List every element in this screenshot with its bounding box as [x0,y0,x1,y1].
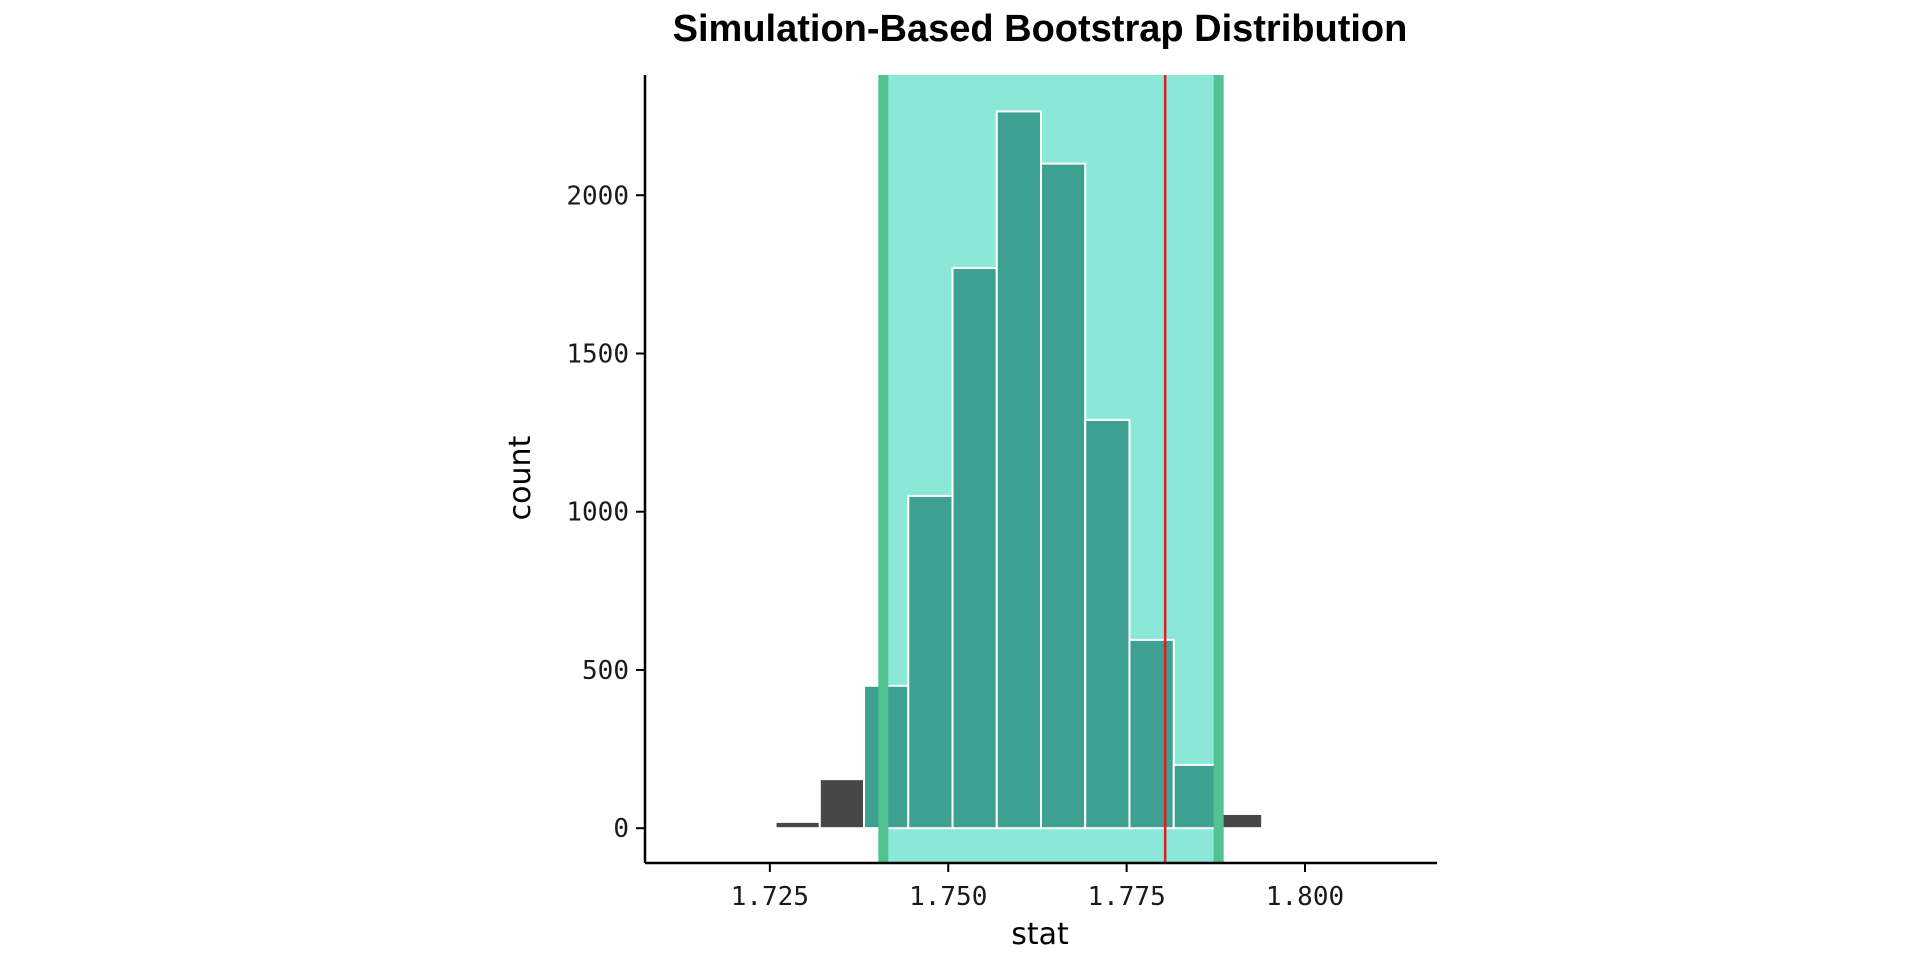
y-axis-title: count [503,435,538,520]
reference-lines [878,75,1224,863]
histogram-bar [995,110,1042,830]
histogram-bar [1128,638,1175,830]
histogram-bar [1172,763,1219,830]
y-tick-label: 1500 [566,339,629,369]
histogram-bar [951,267,998,830]
histogram-bar [1261,825,1308,830]
x-tick-label: 1.800 [1266,882,1344,912]
axes: 0 500 1000 1500 2000 1.725 1.750 1.775 1.800 [566,75,1437,912]
chart-title: Simulation-Based Bootstrap Distribution [672,8,1408,50]
x-tick-label: 1.775 [1087,882,1165,912]
x-tick-label: 1.725 [731,882,809,912]
y-tick-label: 500 [582,656,629,686]
x-tick-label: 1.750 [909,882,987,912]
x-axis-title: stat [1011,917,1069,952]
histogram-bar [1216,812,1264,830]
histogram-bar [818,778,866,830]
histogram-bar [907,494,954,830]
histogram-bar [1084,418,1131,830]
histogram-bar [1040,162,1087,830]
histogram-bars [774,110,1308,830]
y-tick-label: 2000 [566,181,629,211]
histogram-bar [774,820,821,830]
y-tick-label: 1000 [566,498,629,528]
y-tick-label: 0 [613,814,629,844]
